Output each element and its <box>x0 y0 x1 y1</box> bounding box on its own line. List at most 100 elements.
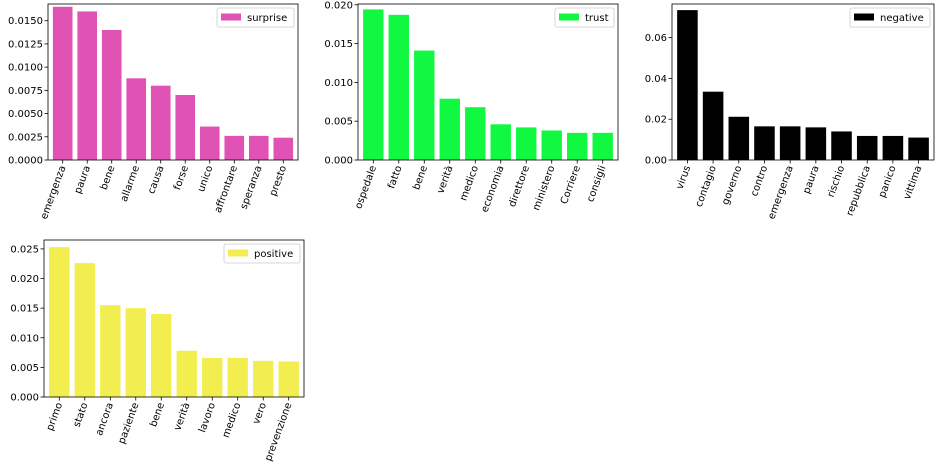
y-tick-label: 0.0100 <box>8 63 43 74</box>
bar-contro <box>754 126 775 160</box>
y-tick-label: 0.015 <box>10 304 39 315</box>
y-tick-label: 0.0025 <box>8 132 43 143</box>
axes-frame <box>47 3 299 161</box>
x-tick-label: Corriere <box>559 164 583 205</box>
chart-panel-negative: 0.00 0.02 0.04 0.06 virus contagio governo cont… <box>645 3 935 221</box>
y-tick-label: 0.020 <box>10 274 39 285</box>
bar-unico <box>199 126 220 160</box>
x-tick-label: repubblica <box>845 164 873 217</box>
bar-rischio <box>831 131 852 160</box>
x-tick-label: verità <box>434 164 455 195</box>
x-tick-label: virus <box>675 164 694 191</box>
x-tick-label: economia <box>480 164 507 214</box>
x-tick-label: medico <box>458 164 481 202</box>
y-tick-label: 0.015 <box>324 39 353 50</box>
y-tick-label: 0.005 <box>324 117 353 128</box>
x-tick-label: rischio <box>826 164 848 199</box>
x-tick-label: bene <box>411 164 430 191</box>
bar-medico <box>465 107 486 160</box>
bar-bene <box>101 30 122 160</box>
x-tick-label: ministero <box>531 164 557 212</box>
bar-prevenzione <box>278 361 299 397</box>
legend-swatch <box>221 13 241 21</box>
y-tick-label: 0.010 <box>10 333 39 344</box>
bar-bene <box>414 50 435 160</box>
bar-bene <box>151 314 172 397</box>
legend-swatch <box>854 13 874 21</box>
x-tick-label: affrontare <box>213 164 240 214</box>
legend-swatch <box>559 13 579 21</box>
bar-repubblica <box>856 135 878 160</box>
x-tick-label: consigli <box>585 164 608 203</box>
bar-medico <box>227 357 248 397</box>
y-tick-label: 0.000 <box>324 156 353 167</box>
bar-contagio <box>702 91 724 160</box>
y-tick-label: 0.0150 <box>8 16 43 27</box>
legend-label: surprise <box>247 13 287 24</box>
bar-direttore <box>516 127 537 160</box>
x-tick-label: emergenza <box>39 164 69 221</box>
bar-vittima <box>908 137 929 160</box>
bar-primo <box>49 247 70 397</box>
x-tick-label: fatto <box>386 164 404 190</box>
legend-box <box>849 7 931 28</box>
legend-box <box>216 7 295 28</box>
bar-fatto <box>388 14 409 161</box>
legend-box <box>223 243 301 264</box>
bar-paura <box>77 11 98 161</box>
x-tick-label: speranza <box>239 164 265 211</box>
bar-verità <box>176 350 197 397</box>
bar-presto <box>273 137 294 160</box>
x-tick-label: paura <box>801 164 821 195</box>
x-tick-label: vittima <box>902 164 924 201</box>
x-tick-label: allarme <box>119 164 142 203</box>
bar-governo <box>728 116 750 160</box>
x-tick-label: prevenzione <box>263 401 294 462</box>
bar-ancora <box>100 305 121 397</box>
y-tick-label: 0.010 <box>324 78 353 89</box>
legend-box <box>554 7 615 28</box>
bar-ministero <box>541 130 562 160</box>
x-tick-label: paura <box>73 164 93 195</box>
x-tick-label: verità <box>171 401 192 432</box>
y-tick-label: 0.025 <box>10 244 39 255</box>
bar-lavoro <box>202 357 223 397</box>
x-tick-label: ancora <box>94 401 116 437</box>
bar-emergenza <box>52 6 73 161</box>
x-tick-label: panico <box>877 164 899 199</box>
y-tick-label: 0.0075 <box>8 86 43 97</box>
bar-allarme <box>126 78 147 160</box>
x-tick-label: unico <box>196 164 216 193</box>
y-tick-label: 0.0050 <box>8 109 43 120</box>
x-tick-label: stato <box>72 401 91 429</box>
bar-causa <box>150 85 171 160</box>
bar-emergenza <box>779 126 801 160</box>
y-tick-label: 0.000 <box>10 393 39 404</box>
bar-panico <box>882 135 904 160</box>
chart-panel-trust: 0.000 0.005 0.010 0.015 0.020 ospedale fatto be… <box>324 0 619 214</box>
x-tick-label: bene <box>99 164 118 191</box>
bar-affrontare <box>224 135 245 160</box>
x-tick-label: paziente <box>117 401 142 445</box>
x-tick-label: presto <box>268 164 289 197</box>
x-tick-label: direttore <box>507 164 532 208</box>
x-tick-label: contro <box>749 164 770 198</box>
y-tick-label: 0.06 <box>645 33 667 44</box>
bar-paura <box>805 127 827 160</box>
axes-frame <box>671 3 935 161</box>
chart-panel-positive: 0.000 0.005 0.010 0.015 0.020 0.025 primo stato… <box>10 239 305 463</box>
bar-consigli <box>592 132 613 160</box>
bar-paziente <box>125 308 146 397</box>
legend-label: negative <box>880 13 924 24</box>
x-tick-label: governo <box>720 164 744 206</box>
bar-vero <box>253 360 274 397</box>
x-tick-label: primo <box>45 401 65 432</box>
bar-forse <box>175 95 196 160</box>
y-tick-label: 0.020 <box>324 0 353 11</box>
x-tick-label: causa <box>146 164 166 195</box>
x-tick-label: ospedale <box>353 164 379 210</box>
y-tick-label: 0.0125 <box>8 39 43 50</box>
y-tick-label: 0.04 <box>645 74 667 85</box>
x-tick-label: contagio <box>694 164 719 208</box>
